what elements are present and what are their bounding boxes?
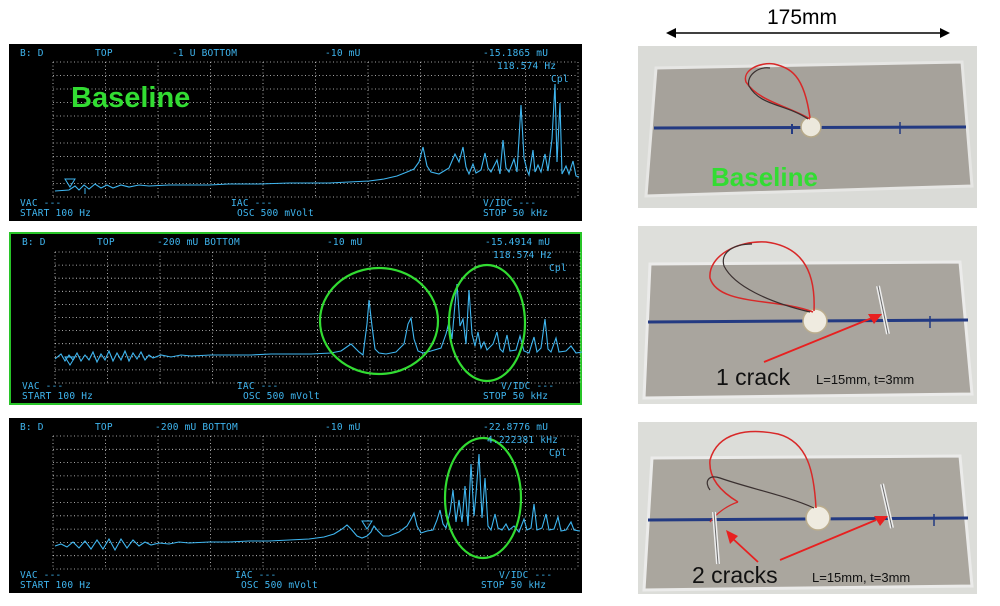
dimension-arrow — [666, 28, 950, 38]
highlight-circles — [318, 263, 527, 383]
scope-stop: STOP 50 kHz — [483, 391, 549, 402]
scope-bottom-value: -10 mU — [327, 237, 363, 248]
scope-stop: STOP 50 kHz — [481, 580, 547, 591]
scope-start: START 100 Hz — [20, 208, 92, 219]
scope-top-label: TOP — [97, 237, 115, 248]
scope-screen-baseline: B: D TOP -1 U BOTTOM -10 mU -15.1865 mU … — [9, 44, 582, 221]
scope-top-value: -200 mU BOTTOM — [155, 422, 238, 433]
scope-vidc: V/IDC --- — [499, 570, 553, 581]
spectrum-trace — [54, 83, 580, 192]
photo-2-cracks-plate: 2 cracks L=15mm, t=3mm — [638, 422, 977, 594]
scope-top-value: -1 U BOTTOM — [172, 48, 238, 59]
scope-channel: B: D — [22, 237, 46, 248]
spectrum-trace — [54, 283, 583, 364]
grid-dots — [52, 435, 579, 570]
scope-grid — [52, 61, 580, 198]
scope-readout: -22.8776 mU — [483, 422, 549, 433]
highlight-circles — [443, 436, 523, 560]
marker — [361, 520, 373, 530]
scope-top-value: -200 mU BOTTOM — [157, 237, 240, 248]
scope-grid — [52, 435, 581, 570]
scope-vidc: V/IDC --- — [501, 381, 555, 392]
scope-screen-1-crack: B: D TOP -200 mU BOTTOM -10 mU -15.4914 … — [9, 232, 583, 405]
grid-dots — [52, 61, 579, 198]
scope-readout: -15.1865 mU — [483, 48, 549, 59]
scope-top-label: TOP — [95, 422, 113, 433]
scope-start: START 100 Hz — [22, 391, 94, 402]
crack-dimensions: L=15mm, t=3mm — [816, 372, 915, 387]
scope-readout: -15.4914 mU — [485, 237, 551, 248]
cracks-dimensions: L=15mm, t=3mm — [812, 570, 911, 585]
crack-caption: 1 crack — [716, 364, 791, 390]
scope-screen-2-cracks: B: D TOP -200 mU BOTTOM -10 mU -22.8776 … — [9, 418, 582, 593]
scope-coupling: Cpl — [549, 263, 567, 274]
cracks-caption: 2 cracks — [692, 562, 778, 588]
scope-top-label: TOP — [95, 48, 113, 59]
baseline-label: Baseline — [71, 82, 191, 114]
scope-iac: IAC --- — [231, 198, 273, 209]
scope-vac: VAC --- — [20, 570, 62, 581]
scope-coupling: Cpl — [551, 74, 569, 85]
scope-iac: IAC --- — [235, 570, 277, 581]
scope-frequency: 118.574 Hz — [493, 250, 553, 261]
scope-frequency: 4.222381 kHz — [487, 435, 559, 446]
scope-osc: OSC 500 mVolt — [241, 580, 318, 591]
scope-vac: VAC --- — [20, 198, 62, 209]
spectrum-trace — [54, 453, 581, 552]
scope-vidc: V/IDC --- — [483, 198, 537, 209]
scope-bottom-value: -10 mU — [325, 48, 361, 59]
photo-baseline-plate: Baseline — [638, 46, 977, 208]
grid-dots — [54, 251, 581, 384]
scope-channel: B: D — [20, 422, 44, 433]
baseline-photo-label: Baseline — [711, 162, 818, 192]
scope-iac: IAC --- — [237, 381, 279, 392]
marker — [64, 178, 86, 194]
scope-osc: OSC 500 mVolt — [237, 208, 314, 219]
scope-stop: STOP 50 kHz — [483, 208, 549, 219]
scope-vac: VAC --- — [22, 381, 64, 392]
scope-grid — [54, 251, 583, 384]
dimension-label: 175mm — [767, 6, 838, 29]
scope-start: START 100 Hz — [20, 580, 92, 591]
scope-bottom-value: -10 mU — [325, 422, 361, 433]
scope-frequency: 118.574 Hz — [497, 61, 557, 72]
scope-osc: OSC 500 mVolt — [243, 391, 320, 402]
scope-coupling: Cpl — [549, 448, 567, 459]
marker — [64, 356, 76, 366]
photo-1-crack-plate: 1 crack L=15mm, t=3mm — [638, 226, 977, 404]
scope-channel: B: D — [20, 48, 44, 59]
